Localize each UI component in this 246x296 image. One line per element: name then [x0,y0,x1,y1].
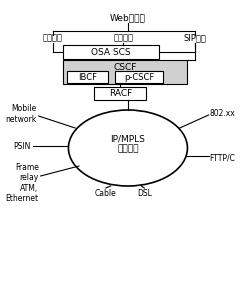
Text: RACF: RACF [109,89,132,98]
FancyBboxPatch shape [115,71,163,83]
Text: Frame
relay
ATM,
Ethernet: Frame relay ATM, Ethernet [6,163,39,203]
FancyBboxPatch shape [67,71,108,83]
Text: 會談應用: 會談應用 [43,33,63,43]
Text: Cable: Cable [95,189,117,197]
Text: SIP應用: SIP應用 [184,33,207,43]
Text: Mobile
network: Mobile network [5,104,37,124]
Text: CSCF: CSCF [113,62,137,72]
Text: Web可攜性: Web可攜性 [110,14,146,22]
Text: p-CSCF: p-CSCF [124,73,154,81]
Text: FTTP/C: FTTP/C [210,154,235,163]
Text: OSA SCS: OSA SCS [91,47,130,57]
FancyBboxPatch shape [94,87,146,100]
Text: PSIN: PSIN [14,141,31,150]
Text: IP/MPLS
核心網路: IP/MPLS 核心網路 [110,134,145,154]
Text: 網站服務: 網站服務 [113,33,133,43]
Text: 802.xx: 802.xx [210,109,235,118]
Ellipse shape [68,110,187,186]
Text: IBCF: IBCF [78,73,97,81]
FancyBboxPatch shape [63,60,187,84]
FancyBboxPatch shape [63,45,159,59]
Text: DSL: DSL [137,189,152,197]
